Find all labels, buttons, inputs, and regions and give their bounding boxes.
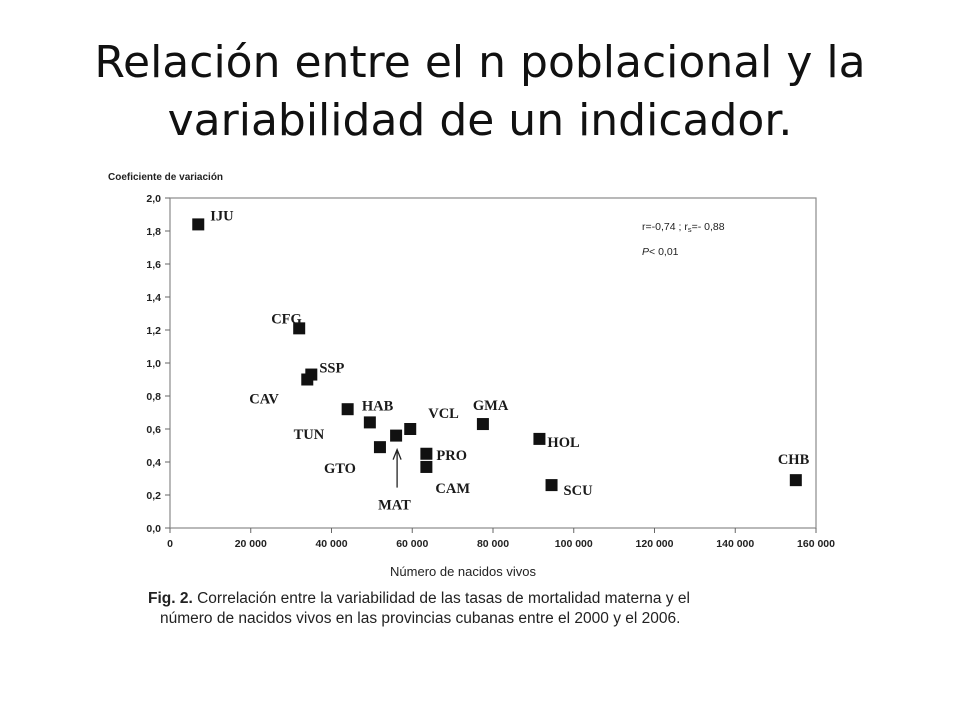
y-axis-label: Coeficiente de variación bbox=[108, 172, 223, 183]
data-point-hol bbox=[533, 432, 546, 445]
x-tick-label: 40 000 bbox=[315, 538, 347, 550]
data-point-vcl bbox=[404, 423, 417, 435]
data-point-hab bbox=[363, 416, 376, 429]
y-tick-label: 2,0 bbox=[146, 193, 161, 205]
data-point-cam bbox=[420, 460, 433, 473]
point-label-chb: CHB bbox=[778, 452, 810, 468]
stats-annotation-r: r=-0,74 ; rs=- 0,88 bbox=[642, 221, 725, 234]
x-tick-label: 80 000 bbox=[477, 538, 509, 550]
data-point-chb bbox=[789, 474, 802, 487]
y-tick-label: 0,6 bbox=[146, 424, 161, 436]
slide-title: Relación entre el n poblacional y la var… bbox=[40, 34, 920, 150]
point-label-hol: HOL bbox=[547, 435, 580, 451]
data-point-tun bbox=[341, 403, 354, 416]
figure-caption: Fig. 2. Correlación entre la variabilida… bbox=[148, 589, 838, 629]
slide-title-line2: variabilidad de un indicador. bbox=[167, 95, 793, 146]
point-label-cav: CAV bbox=[249, 392, 279, 408]
data-point-pro bbox=[420, 447, 433, 460]
caption-label: Fig. 2. bbox=[148, 590, 193, 607]
x-tick-label: 160 000 bbox=[797, 538, 835, 550]
x-tick-label: 20 000 bbox=[235, 538, 267, 550]
plot-frame bbox=[169, 197, 817, 529]
point-label-ssp: SSP bbox=[319, 361, 344, 377]
y-tick-label: 0,8 bbox=[146, 391, 161, 403]
data-point-gto bbox=[373, 441, 386, 454]
y-tick-label: 0,4 bbox=[146, 457, 161, 469]
x-tick-label: 0 bbox=[167, 538, 173, 550]
data-point-cfg bbox=[293, 322, 306, 335]
x-tick-label: 60 000 bbox=[396, 538, 428, 550]
y-tick-label: 0,0 bbox=[146, 523, 161, 535]
y-tick-label: 1,8 bbox=[146, 226, 161, 238]
data-point-scu bbox=[545, 479, 558, 492]
data-point-gma bbox=[476, 418, 489, 431]
slide-title-line1: Relación entre el n poblacional y la bbox=[94, 37, 866, 88]
y-tick-label: 1,6 bbox=[146, 259, 161, 271]
y-tick-label: 0,2 bbox=[146, 490, 161, 502]
data-point-mat bbox=[390, 429, 403, 442]
caption-line2: número de nacidos vivos en las provincia… bbox=[160, 610, 681, 627]
point-label-scu: SCU bbox=[564, 483, 594, 499]
x-tick-label: 140 000 bbox=[716, 538, 754, 550]
y-tick-label: 1,2 bbox=[146, 325, 161, 337]
y-tick-label: 1,0 bbox=[146, 358, 161, 370]
x-tick-label: 120 000 bbox=[636, 538, 674, 550]
point-label-vcl: VCL bbox=[428, 406, 459, 422]
point-label-tun: TUN bbox=[294, 427, 325, 443]
mat-arrow-head bbox=[392, 447, 402, 460]
point-label-iju: IJU bbox=[210, 208, 234, 224]
y-tick-label: 1,4 bbox=[146, 292, 161, 304]
point-label-mat: MAT bbox=[378, 498, 411, 514]
point-label-gto: GTO bbox=[324, 461, 356, 477]
point-label-pro: PRO bbox=[436, 448, 467, 464]
data-point-iju bbox=[192, 218, 205, 231]
x-axis-label: Número de nacidos vivos bbox=[390, 564, 536, 579]
point-label-hab: HAB bbox=[362, 398, 394, 414]
x-tick-label: 100 000 bbox=[555, 538, 593, 550]
data-point-cav bbox=[301, 373, 314, 386]
stats-annotation-p: P< 0,01 bbox=[642, 246, 679, 258]
point-label-gma: GMA bbox=[473, 398, 509, 414]
caption-line1: Correlación entre la variabilidad de las… bbox=[192, 590, 690, 607]
point-label-cfg: CFG bbox=[271, 311, 302, 327]
point-label-cam: CAM bbox=[435, 481, 470, 497]
